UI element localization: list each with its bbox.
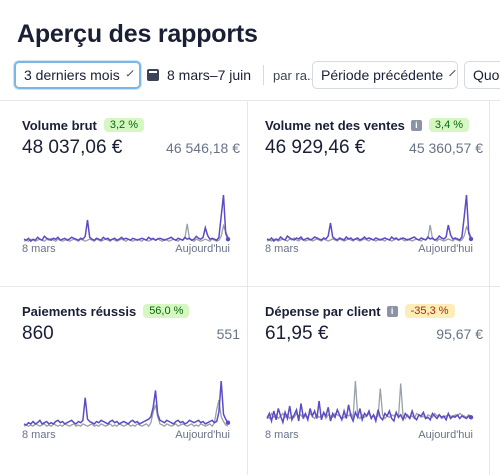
change-badge: -35,3 % [404, 304, 455, 318]
sparkline-chart [23, 380, 231, 428]
change-badge: 3,4 % [428, 118, 470, 132]
axis-start-label: 8 mars [265, 243, 299, 255]
grid-divider-top [0, 100, 500, 101]
extra-filter-button[interactable]: Quo [464, 61, 500, 89]
axis-start-label: 8 mars [22, 429, 56, 441]
metric-card[interactable]: Dépense par client i -35,3 % 61,95 € 95,… [265, 302, 495, 462]
axis-end-label: Aujourd'hui [175, 243, 230, 255]
filter-bar: 3 derniers mois 8 mars–7 juin par ra... … [14, 61, 500, 91]
current-period-line [23, 194, 229, 243]
sparkline-chart [23, 194, 231, 243]
current-period-line [266, 400, 472, 425]
info-icon[interactable]: i [386, 305, 398, 317]
current-end-dot [225, 237, 231, 242]
info-icon[interactable]: i [410, 119, 422, 131]
grid-divider-middle [0, 286, 500, 287]
grid-divider-vertical [247, 100, 248, 475]
current-period-line [266, 194, 472, 243]
previous-value: 95,67 € [436, 326, 483, 342]
previous-period-line [23, 399, 229, 428]
metric-title: Paiements réussis [22, 303, 137, 319]
metric-title: Dépense par client [265, 303, 381, 319]
previous-value: 45 360,57 € [409, 140, 483, 156]
divider [263, 65, 264, 85]
metric-card[interactable]: Paiements réussis 56,0 % 860 551 8 mars … [22, 302, 252, 462]
metric-title: Volume net des ventes [265, 117, 405, 133]
date-range-text: 8 mars–7 juin [167, 67, 252, 83]
axis-end-label: Aujourd'hui [418, 243, 473, 255]
metric-card[interactable]: Volume net des ventes i 3,4 % 46 929,46 … [265, 116, 495, 276]
date-range-picker[interactable]: 8 mars–7 juin [147, 61, 251, 89]
chevron-down-icon [449, 69, 456, 76]
current-value: 46 929,46 € [265, 137, 366, 158]
sparkline-chart [266, 380, 474, 425]
current-period-line [23, 380, 229, 426]
sparkline-chart [266, 194, 474, 243]
metric-card[interactable]: Volume brut 3,2 % 48 037,06 € 46 546,18 … [22, 116, 252, 276]
current-value: 61,95 € [265, 323, 329, 344]
page-title: Aperçu des rapports [17, 20, 258, 48]
previous-value: 46 546,18 € [166, 140, 240, 156]
current-value: 860 [22, 323, 54, 344]
compare-period-value: Période précédente [321, 67, 444, 83]
change-badge: 3,2 % [103, 118, 145, 132]
metric-title: Volume brut [22, 117, 97, 133]
chevron-down-icon [126, 68, 134, 77]
date-range-select[interactable]: 3 derniers mois [14, 61, 141, 89]
axis-end-label: Aujourd'hui [418, 429, 473, 441]
previous-value: 551 [216, 326, 240, 342]
grid-divider-right [489, 100, 490, 475]
current-end-dot [468, 415, 474, 420]
previous-period-line [266, 224, 472, 242]
current-value: 48 037,06 € [22, 137, 123, 158]
extra-filter-label: Quo [473, 67, 500, 83]
change-badge: 56,0 % [143, 304, 190, 318]
date-range-value: 3 derniers mois [24, 67, 120, 83]
calendar-icon [147, 69, 159, 81]
axis-end-label: Aujourd'hui [175, 429, 230, 441]
previous-period-line [23, 223, 229, 242]
compare-period-select[interactable]: Période précédente [312, 61, 458, 89]
group-by-label: par ra... [273, 67, 318, 83]
axis-start-label: 8 mars [265, 429, 299, 441]
current-end-dot [468, 236, 474, 242]
current-end-dot [225, 420, 231, 425]
axis-start-label: 8 mars [22, 243, 56, 255]
